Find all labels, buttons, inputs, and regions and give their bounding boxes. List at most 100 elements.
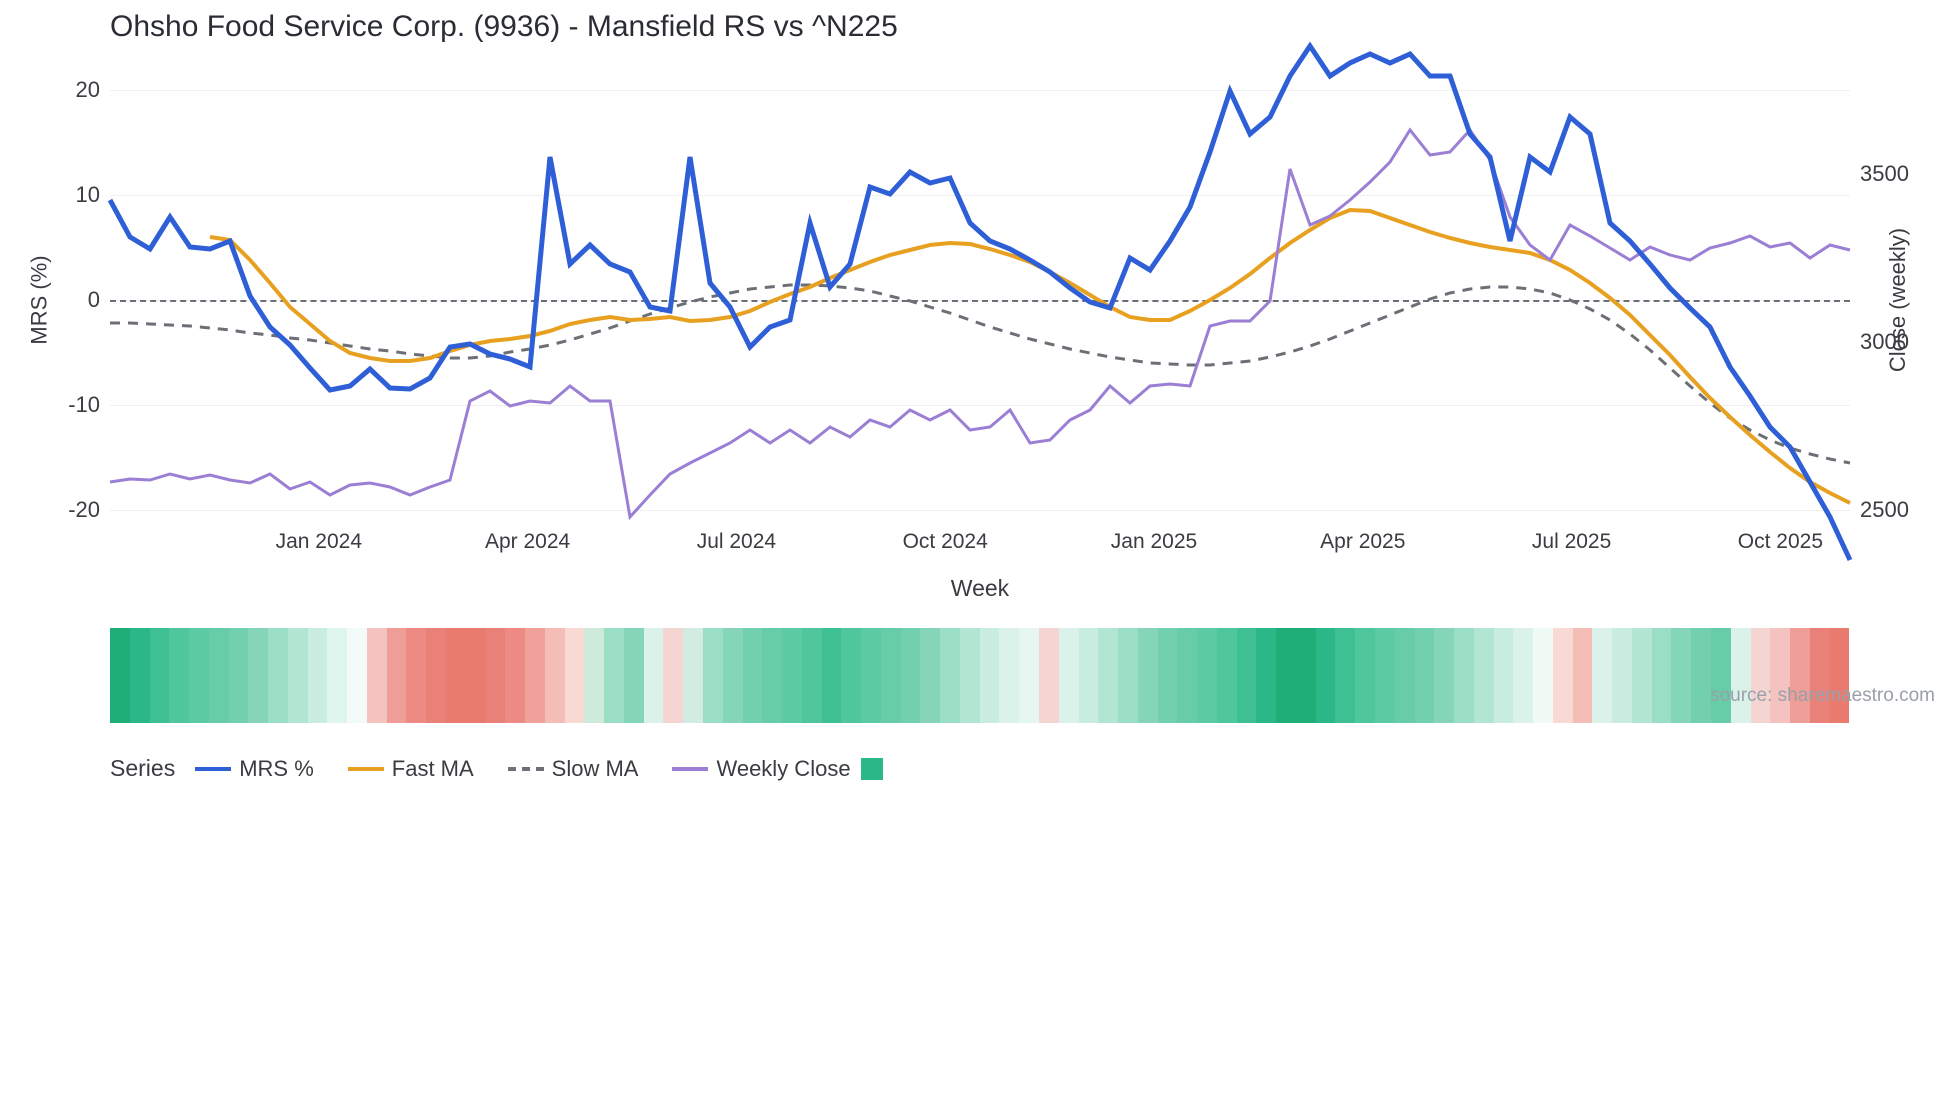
heatmap-cell-39 bbox=[881, 628, 901, 723]
heatmap-cell-33 bbox=[762, 628, 782, 723]
heatmap-cell-50 bbox=[1098, 628, 1118, 723]
heatmap-cell-26 bbox=[624, 628, 644, 723]
heatmap-cell-15 bbox=[406, 628, 426, 723]
heatmap-cell-55 bbox=[1197, 628, 1217, 723]
chart-container: Ohsho Food Service Corp. (9936) - Mansfi… bbox=[0, 0, 1960, 1102]
x-axis-labels: Jan 2024 Apr 2024 Jul 2024 Oct 2024 Jan … bbox=[110, 530, 1850, 560]
heatmap-cell-78 bbox=[1652, 628, 1672, 723]
heatmap-cell-54 bbox=[1177, 628, 1197, 723]
mrs-legend-swatch bbox=[195, 767, 231, 771]
heatmap-cell-48 bbox=[1059, 628, 1079, 723]
slow-ma-line[interactable] bbox=[110, 285, 1850, 463]
fast-ma-legend-label: Fast MA bbox=[392, 756, 474, 782]
y-left-tick-1: 10 bbox=[40, 182, 100, 208]
heatmap-cell-58 bbox=[1256, 628, 1276, 723]
heatmap-cell-71 bbox=[1513, 628, 1533, 723]
heatmap-cell-47 bbox=[1039, 628, 1059, 723]
heatmap-cell-72 bbox=[1533, 628, 1553, 723]
heatmap-cell-7 bbox=[248, 628, 268, 723]
heatmap-cell-63 bbox=[1355, 628, 1375, 723]
y-right-tick-2: 2500 bbox=[1860, 497, 1930, 523]
heatmap-cell-8 bbox=[268, 628, 288, 723]
y-left-tick-0: 20 bbox=[40, 77, 100, 103]
heatmap-cell-85 bbox=[1790, 628, 1810, 723]
heatmap-cell-13 bbox=[367, 628, 387, 723]
heatmap-cell-11 bbox=[327, 628, 347, 723]
y-left-axis-title: MRS (%) bbox=[27, 255, 53, 344]
heatmap-cell-74 bbox=[1573, 628, 1593, 723]
slow-ma-legend-label: Slow MA bbox=[552, 756, 639, 782]
legend-item-mrs[interactable]: MRS % bbox=[195, 756, 318, 782]
chart-lines-svg bbox=[110, 90, 1850, 510]
heatmap-cell-42 bbox=[940, 628, 960, 723]
legend-item-weekly-close[interactable]: Weekly Close bbox=[672, 756, 882, 782]
legend-title: Series bbox=[110, 755, 175, 782]
heatmap-cell-38 bbox=[861, 628, 881, 723]
legend-item-fast-ma[interactable]: Fast MA bbox=[348, 756, 478, 782]
heatmap-cell-75 bbox=[1592, 628, 1612, 723]
heatmap-cell-30 bbox=[703, 628, 723, 723]
legend-row: Series MRS % Fast MA Slow MA Weekly Clos… bbox=[110, 755, 1850, 782]
heatmap-cell-69 bbox=[1474, 628, 1494, 723]
heatmap-cell-32 bbox=[743, 628, 763, 723]
x-tick-5: Apr 2025 bbox=[1320, 530, 1405, 554]
heatmap-cell-82 bbox=[1731, 628, 1751, 723]
x-axis-title: Week bbox=[110, 575, 1850, 602]
heatmap-cell-12 bbox=[347, 628, 367, 723]
heatmap-cell-86 bbox=[1810, 628, 1830, 723]
plot-area: 20 10 0 -10 -20 MRS (%) 3500 3000 2500 C… bbox=[110, 90, 1850, 510]
heatmap-cell-66 bbox=[1415, 628, 1435, 723]
heatmap-cell-53 bbox=[1158, 628, 1178, 723]
heatmap-cell-73 bbox=[1553, 628, 1573, 723]
heatmap-cell-49 bbox=[1079, 628, 1099, 723]
weekly-close-legend-swatch bbox=[672, 767, 708, 771]
heatmap-cell-9 bbox=[288, 628, 308, 723]
gridline-neg20 bbox=[110, 510, 1850, 511]
x-tick-7: Oct 2025 bbox=[1738, 530, 1823, 554]
heatmap-cell-45 bbox=[999, 628, 1019, 723]
y-left-tick-4: -20 bbox=[40, 497, 100, 523]
heatmap-cell-83 bbox=[1751, 628, 1771, 723]
slow-ma-legend-swatch bbox=[508, 767, 544, 771]
heatmap-cell-28 bbox=[663, 628, 683, 723]
heatmap-cell-27 bbox=[644, 628, 664, 723]
heatmap-cell-84 bbox=[1770, 628, 1790, 723]
chart-title: Ohsho Food Service Corp. (9936) - Mansfi… bbox=[110, 10, 898, 44]
heatmap-cell-60 bbox=[1296, 628, 1316, 723]
heatmap-cell-46 bbox=[1019, 628, 1039, 723]
legend-item-slow-ma[interactable]: Slow MA bbox=[508, 756, 643, 782]
x-tick-2: Jul 2024 bbox=[697, 530, 776, 554]
heatmap-band bbox=[110, 628, 1850, 723]
heatmap-cell-31 bbox=[723, 628, 743, 723]
heatmap-cell-19 bbox=[486, 628, 506, 723]
heatmap-cell-24 bbox=[584, 628, 604, 723]
heatmap-cell-76 bbox=[1612, 628, 1632, 723]
heatmap-cell-56 bbox=[1217, 628, 1237, 723]
heatmap-cell-52 bbox=[1138, 628, 1158, 723]
heatmap-cell-10 bbox=[308, 628, 328, 723]
x-tick-4: Jan 2025 bbox=[1111, 530, 1197, 554]
heatmap-cell-43 bbox=[960, 628, 980, 723]
heatmap-cell-3 bbox=[169, 628, 189, 723]
x-tick-6: Jul 2025 bbox=[1532, 530, 1611, 554]
heatmap-cell-25 bbox=[604, 628, 624, 723]
heatmap-cell-20 bbox=[505, 628, 525, 723]
heatmap-cell-81 bbox=[1711, 628, 1731, 723]
heatmap-cell-40 bbox=[901, 628, 921, 723]
heatmap-cell-6 bbox=[229, 628, 249, 723]
heatmap-cell-23 bbox=[565, 628, 585, 723]
heatmap-cell-2 bbox=[150, 628, 170, 723]
heatmap-cell-37 bbox=[841, 628, 861, 723]
y-right-axis-title: Close (weekly) bbox=[1885, 228, 1911, 372]
heatmap-cell-62 bbox=[1335, 628, 1355, 723]
heatmap-cell-44 bbox=[980, 628, 1000, 723]
heatmap-cell-0 bbox=[110, 628, 130, 723]
heatmap-legend-swatch bbox=[861, 758, 883, 780]
heatmap-cell-64 bbox=[1375, 628, 1395, 723]
heatmap-cell-57 bbox=[1237, 628, 1257, 723]
y-right-tick-0: 3500 bbox=[1860, 161, 1930, 187]
heatmap-cell-77 bbox=[1632, 628, 1652, 723]
heatmap-cell-87 bbox=[1830, 628, 1850, 723]
heatmap-cell-80 bbox=[1691, 628, 1711, 723]
weekly-close-legend-label: Weekly Close bbox=[716, 756, 850, 782]
